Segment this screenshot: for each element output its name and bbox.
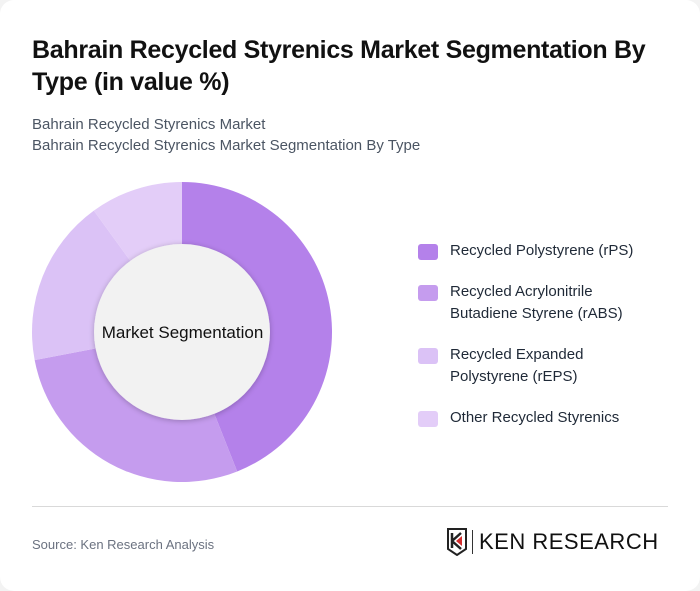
logo-separator (472, 530, 473, 554)
logo-text: KEN RESEARCH (479, 529, 659, 554)
legend-item-other: Other Recycled Styrenics (418, 407, 688, 429)
legend-item-reps: Recycled Expanded Polystyrene (rEPS) (418, 344, 688, 388)
legend-swatch-icon (418, 244, 438, 260)
legend-swatch-icon (418, 411, 438, 427)
legend-label: Recycled Expanded Polystyrene (rEPS) (450, 346, 584, 385)
donut-svg (31, 182, 332, 482)
footer-divider (32, 506, 668, 507)
chart-legend: Recycled Polystyrene (rPS) Recycled Acry… (418, 240, 688, 448)
subtitle-line-1: Bahrain Recycled Styrenics Market (32, 116, 266, 133)
legend-swatch-icon (418, 285, 438, 301)
legend-label: Other Recycled Styrenics (450, 409, 620, 426)
legend-swatch-icon (418, 348, 438, 364)
ken-research-logo: KEN RESEARCH (446, 528, 659, 556)
legend-label: Recycled Acrylonitrile Butadiene Styrene… (450, 283, 623, 322)
source-note: Source: Ken Research Analysis (32, 537, 215, 552)
subtitle-line-2: Bahrain Recycled Styrenics Market Segmen… (32, 137, 421, 154)
subtitle: Bahrain Recycled Styrenics Market Bahrai… (32, 114, 420, 156)
legend-item-rabs: Recycled Acrylonitrile Butadiene Styrene… (418, 281, 688, 325)
page-title: Bahrain Recycled Styrenics Market Segmen… (32, 36, 646, 96)
legend-label: Recycled Polystyrene (rPS) (450, 242, 634, 259)
ken-shield-icon (447, 528, 467, 556)
donut-hole (94, 244, 270, 420)
donut-chart: Market Segmentation (30, 180, 335, 485)
legend-item-rps: Recycled Polystyrene (rPS) (418, 240, 688, 262)
